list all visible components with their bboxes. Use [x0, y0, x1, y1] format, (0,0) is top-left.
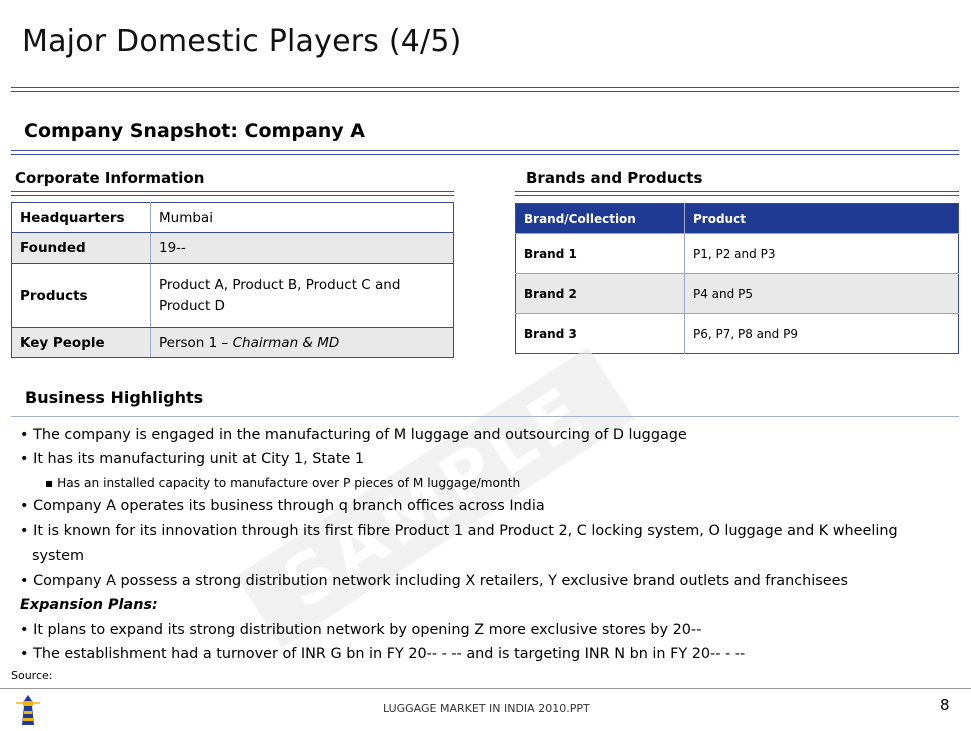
row-label: Headquarters: [11, 202, 151, 233]
row-value: 19--: [150, 232, 454, 264]
page-number: 8: [940, 696, 950, 714]
company-snapshot-title: Company Snapshot: Company A: [24, 120, 366, 142]
highlight-bullet: • The company is engaged in the manufact…: [20, 427, 687, 443]
lighthouse-icon: [10, 693, 46, 727]
corporate-info-divider: [11, 191, 454, 196]
subtitle-divider: [11, 150, 959, 155]
brands-heading: Brands and Products: [526, 169, 703, 187]
table-row: Headquarters Mumbai: [11, 202, 454, 233]
table-row: Brand 2 P4 and P5: [515, 273, 959, 314]
title-divider: [11, 87, 959, 92]
row-value: Person 1 – Chairman & MD: [150, 327, 454, 358]
row-label: Key People: [11, 327, 151, 358]
source-label: Source:: [11, 669, 53, 682]
expansion-bullet: • The establishment had a turnover of IN…: [20, 646, 746, 662]
table-row: Brand 1 P1, P2 and P3: [515, 233, 959, 274]
table-row: Key People Person 1 – Chairman & MD: [11, 327, 454, 358]
square-bullet-icon: ▪: [45, 476, 58, 490]
highlight-bullet-continuation: system: [32, 548, 85, 564]
expansion-plans-heading: Expansion Plans:: [20, 597, 158, 613]
product-cell: P1, P2 and P3: [684, 233, 959, 274]
product-column-header: Product: [684, 203, 959, 234]
highlight-bullet: • Company A possess a strong distributio…: [20, 573, 848, 589]
highlight-bullet: • Company A operates its business throug…: [20, 498, 545, 514]
highlight-bullet: • It is known for its innovation through…: [20, 523, 898, 539]
bullet-icon: •: [20, 427, 34, 443]
row-label: Products: [11, 263, 151, 328]
brands-table: Brand/Collection Product Brand 1 P1, P2 …: [515, 203, 959, 354]
table-row: Founded 19--: [11, 232, 454, 264]
footer-divider: [0, 688, 971, 689]
bullet-icon: •: [20, 622, 34, 638]
key-person-name: Person 1: [159, 334, 218, 351]
brand-column-header: Brand/Collection: [515, 203, 685, 234]
brand-cell: Brand 1: [515, 233, 685, 274]
bullet-icon: •: [20, 523, 34, 539]
corporate-info-table: Headquarters Mumbai Founded 19-- Product…: [11, 202, 454, 358]
row-value: Mumbai: [150, 202, 454, 233]
highlights-divider: [11, 416, 959, 417]
key-person-role: Chairman & MD: [232, 334, 340, 351]
slide-title: Major Domestic Players (4/5): [22, 24, 462, 59]
business-highlights-heading: Business Highlights: [25, 388, 204, 407]
bullet-icon: •: [20, 498, 34, 514]
corporate-info-heading: Corporate Information: [15, 169, 205, 187]
table-row: Brand 3 P6, P7, P8 and P9: [515, 313, 959, 354]
table-header-row: Brand/Collection Product: [515, 203, 959, 234]
expansion-bullet: • It plans to expand its strong distribu…: [20, 622, 702, 638]
table-row: Products Product A, Product B, Product C…: [11, 263, 454, 328]
bullet-icon: •: [20, 646, 34, 662]
key-person-separator: –: [217, 334, 233, 351]
product-cell: P6, P7, P8 and P9: [684, 313, 959, 354]
brands-divider: [515, 191, 959, 196]
brand-cell: Brand 2: [515, 273, 685, 314]
footer-filename: LUGGAGE MARKET IN INDIA 2010.PPT: [383, 702, 590, 715]
bullet-icon: •: [20, 573, 34, 589]
product-cell: P4 and P5: [684, 273, 959, 314]
highlight-sub-bullet: ▪ Has an installed capacity to manufactu…: [45, 476, 521, 490]
row-value: Product A, Product B, Product C and Prod…: [150, 263, 454, 328]
bullet-icon: •: [20, 451, 34, 467]
row-label: Founded: [11, 232, 151, 264]
brand-cell: Brand 3: [515, 313, 685, 354]
highlight-bullet: • It has its manufacturing unit at City …: [20, 451, 365, 467]
